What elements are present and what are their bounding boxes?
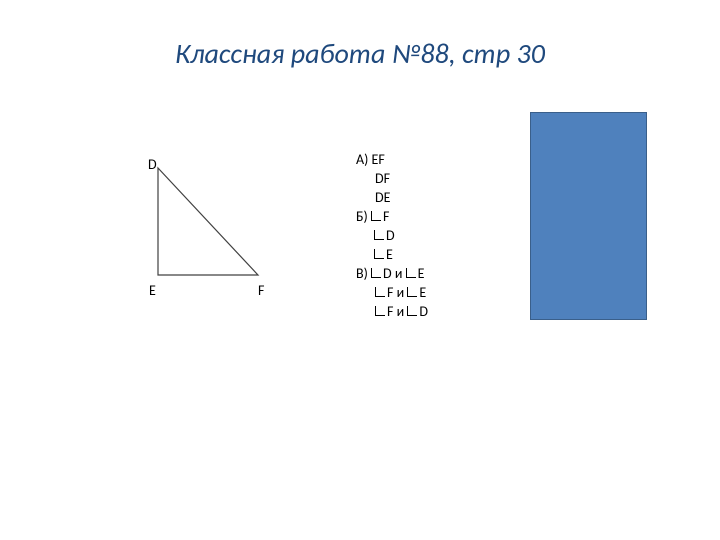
ans-v-item: E [419,284,426,301]
ans-b-item: E [386,246,393,263]
ans-a-line1: А) EF [356,150,428,169]
angle-icon [406,268,416,278]
ans-v-item: D [419,303,428,320]
angle-icon [371,211,381,221]
vertex-label-e: E [149,282,156,299]
vertex-label-d: D [148,156,157,173]
ans-v-item: D [383,265,392,282]
ans-v-line1: В) D и E [356,264,428,283]
angle-icon [375,306,385,316]
ans-v-item: E [418,265,425,282]
angle-icon [374,249,384,259]
ans-v-prefix: В) [356,265,371,282]
ans-v-line2: F и E [356,283,428,302]
ans-b-item: D [386,227,395,244]
angle-icon [407,306,417,316]
ans-a-line2: DF [356,169,428,188]
angle-icon [371,268,381,278]
slide: { "title": { "text": "Классная работа №8… [0,0,720,540]
triangle-shape [158,168,258,275]
ans-v-line3: F и D [356,302,428,321]
ans-b-line3: E [356,245,428,264]
ans-a-line3: DE [356,188,428,207]
angle-icon [407,287,417,297]
angle-icon [374,230,384,240]
ans-b-item: F [383,208,389,225]
ans-b-line1: Б) F [356,207,428,226]
vertex-label-f: F [258,282,264,299]
ans-a-prefix: А) [356,151,372,168]
blue-rectangle [530,112,647,320]
ans-b-line2: D [356,226,428,245]
ans-a-item: EF [372,151,385,168]
answers-block: А) EF DF DE Б) F D E В) D и E F и E F и … [356,150,428,321]
ans-b-prefix: Б) [356,208,371,225]
angle-icon [375,287,385,297]
